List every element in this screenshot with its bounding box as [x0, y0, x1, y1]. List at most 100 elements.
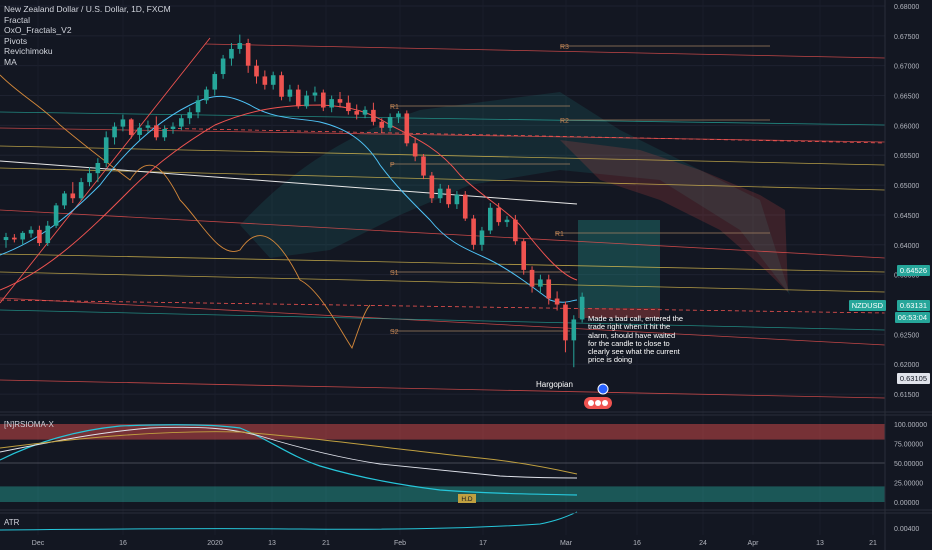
x-tick-label: 21 — [869, 540, 877, 547]
price-tag-green: 0.64526 — [896, 265, 930, 276]
candle-down — [279, 75, 284, 97]
candle-down — [70, 193, 76, 199]
candle-up — [362, 109, 368, 115]
candle-up — [87, 173, 92, 183]
candle-up — [145, 125, 151, 128]
indicator-oxo-fractals[interactable]: OxO_Fractals_V2 — [4, 25, 72, 35]
candle-down — [496, 207, 501, 223]
y-tick-label: 0.64000 — [894, 243, 919, 250]
candle-down — [371, 109, 376, 122]
candle-up — [504, 219, 510, 223]
y-tick-label: 0.65500 — [894, 153, 919, 160]
cloud-bull — [240, 92, 790, 295]
oversold-zone — [0, 486, 885, 502]
trade-stop-zone — [578, 308, 660, 318]
candle-up — [287, 89, 293, 97]
author-avatar[interactable] — [583, 383, 613, 418]
pivot-label: S2 — [390, 329, 399, 336]
x-tick-label: Feb — [394, 540, 406, 547]
osc-tick-label: 75.00000 — [894, 442, 923, 449]
rsioma-label[interactable]: [N]RSIOMA-X — [4, 420, 54, 429]
atr-tick-label: 0.00400 — [894, 526, 919, 533]
candle-down — [513, 219, 518, 242]
y-tick-label: 0.64500 — [894, 213, 919, 220]
cloud-bear — [560, 140, 788, 292]
indicator-pivots[interactable]: Pivots — [4, 35, 28, 46]
pivot-label: S1 — [390, 270, 399, 277]
indicator-ma[interactable]: MA — [4, 56, 17, 67]
dashed-level — [149, 127, 886, 144]
candle-down — [521, 241, 526, 270]
x-tick-label: 17 — [479, 540, 487, 547]
candle-up — [270, 75, 276, 85]
trade-annotation: Made a bad call, entered the trade right… — [588, 314, 684, 365]
candle-up — [454, 194, 460, 205]
candle-down — [529, 269, 535, 287]
candle-up — [162, 128, 167, 138]
osc-tick-label: 0.00000 — [894, 500, 919, 507]
overbought-zone — [0, 424, 885, 440]
dashed-level — [0, 299, 886, 314]
candle-down — [346, 102, 351, 112]
candle-down — [421, 156, 426, 176]
candle-up — [488, 207, 493, 231]
hd-box — [458, 494, 476, 503]
pivot-levels: R3 R1 R2 P R1 S1 S2 — [0, 37, 886, 399]
ma-line — [0, 431, 578, 475]
low-price-tag: 0.63105 — [896, 373, 930, 384]
candle-up — [387, 117, 393, 128]
candle-up — [95, 163, 101, 174]
candle-up — [312, 92, 318, 96]
candle-up — [571, 319, 577, 341]
candle-down — [462, 194, 468, 219]
symbol-title[interactable]: New Zealand Dollar / U.S. Dollar, 1D, FX… — [4, 4, 171, 14]
atr-line — [0, 511, 578, 531]
candle-up — [329, 99, 334, 108]
lagging-line — [0, 74, 371, 350]
author-name[interactable]: Hargopian — [536, 380, 573, 389]
y-tick-label: 0.66500 — [894, 94, 919, 101]
candle-up — [45, 225, 51, 244]
candle-down — [471, 218, 476, 245]
candle-up — [78, 182, 84, 199]
x-tick-label: 2020 — [207, 540, 223, 547]
atr-label[interactable]: ATR — [4, 518, 20, 527]
candle-down — [37, 229, 42, 244]
candle-down — [128, 119, 134, 135]
chart-legend: New Zealand Dollar / U.S. Dollar, 1D, FX… — [4, 4, 171, 67]
trade-target-zone — [578, 220, 660, 308]
candle-up — [187, 112, 192, 119]
candle-up — [112, 126, 117, 138]
pivot-label: P — [390, 162, 395, 169]
trend-level — [0, 379, 886, 399]
x-tick-label: 16 — [119, 540, 127, 547]
osc-tick-label: 100.00000 — [894, 422, 927, 429]
candle-down — [245, 42, 251, 66]
candle-down — [429, 175, 435, 199]
candle-down — [404, 113, 410, 144]
candle-up — [179, 118, 184, 127]
symbol-tag: NZDUSD — [848, 300, 886, 311]
candle-down — [546, 279, 552, 299]
candle-down — [563, 304, 568, 341]
indicator-fractal[interactable]: Fractal — [4, 14, 30, 25]
ichimoku-cloud — [240, 92, 790, 318]
y-tick-label: 0.67000 — [894, 64, 919, 71]
indicator-revichimoku[interactable]: Revichimoku — [4, 46, 53, 56]
candle-up — [28, 229, 34, 234]
candle-down — [554, 298, 560, 305]
y-tick-label: 0.62500 — [894, 332, 919, 339]
candle-up — [212, 74, 218, 90]
candle-up — [538, 279, 543, 287]
osc-tick-label: 25.00000 — [894, 481, 923, 488]
candle-up — [304, 95, 309, 107]
x-tick-label: Apr — [748, 540, 760, 547]
candle-down — [379, 121, 385, 128]
candle-up — [237, 42, 243, 49]
candle-down — [354, 111, 359, 115]
pivot-label: R3 — [560, 44, 569, 51]
trend-level — [0, 209, 886, 259]
candle-up — [120, 119, 126, 127]
